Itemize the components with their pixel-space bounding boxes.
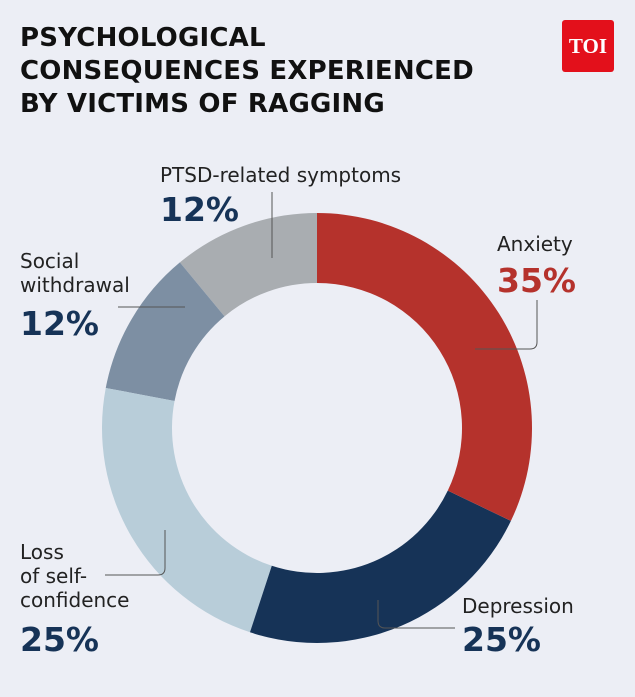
- chart-title: PSYCHOLOGICAL CONSEQUENCES EXPERIENCED B…: [20, 23, 474, 119]
- category-label: Anxiety: [497, 232, 573, 256]
- value-label: 12%: [160, 190, 239, 229]
- donut-slice: [317, 213, 532, 521]
- leader-line: [105, 530, 166, 576]
- category-label: Social withdrawal: [20, 249, 130, 297]
- value-label: 25%: [462, 620, 541, 659]
- donut-slice: [105, 262, 225, 401]
- donut-slice: [249, 490, 511, 643]
- donut-slice: [179, 213, 317, 317]
- value-label: 25%: [20, 620, 99, 659]
- logo: TOI: [562, 20, 614, 72]
- category-label: Loss of self- confidence: [20, 540, 130, 612]
- leader-line: [377, 600, 455, 629]
- leader-lines: [105, 192, 538, 629]
- category-label: Depression: [462, 594, 574, 618]
- donut-slice: [102, 387, 272, 633]
- category-label: PTSD-related symptoms: [160, 163, 402, 187]
- leader-line: [475, 300, 538, 350]
- value-label: 35%: [497, 261, 576, 300]
- value-label: 12%: [20, 304, 99, 343]
